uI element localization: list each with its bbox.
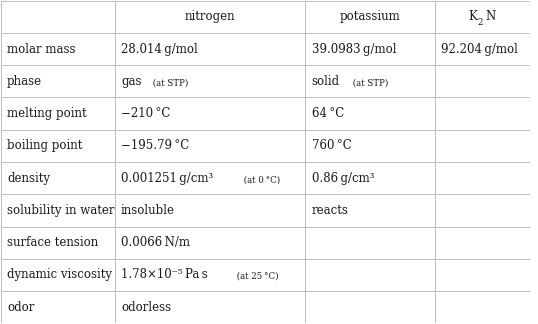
Text: 0.001251 g/cm³: 0.001251 g/cm³: [121, 172, 213, 185]
Text: 0.86 g/cm³: 0.86 g/cm³: [312, 172, 374, 185]
Text: reacts: reacts: [312, 204, 349, 217]
Text: 0.0066 N/m: 0.0066 N/m: [121, 236, 190, 249]
Text: 28.014 g/mol: 28.014 g/mol: [121, 42, 197, 56]
Text: K: K: [468, 10, 477, 23]
Text: 1.78×10⁻⁵ Pa s: 1.78×10⁻⁵ Pa s: [121, 268, 208, 282]
Text: (at 0 °C): (at 0 °C): [241, 175, 280, 184]
Text: 2: 2: [478, 18, 483, 27]
Text: molar mass: molar mass: [7, 42, 75, 56]
Text: (at STP): (at STP): [350, 78, 388, 87]
Text: density: density: [7, 172, 50, 185]
Text: surface tension: surface tension: [7, 236, 98, 249]
Text: 92.204 g/mol: 92.204 g/mol: [442, 42, 518, 56]
Text: −210 °C: −210 °C: [121, 107, 171, 120]
Text: −195.79 °C: −195.79 °C: [121, 139, 189, 152]
Text: solid: solid: [312, 75, 340, 88]
Text: odor: odor: [7, 301, 34, 314]
Text: melting point: melting point: [7, 107, 87, 120]
Text: potassium: potassium: [340, 10, 401, 23]
Text: nitrogen: nitrogen: [185, 10, 235, 23]
Text: dynamic viscosity: dynamic viscosity: [7, 268, 112, 282]
Text: gas: gas: [121, 75, 141, 88]
Text: odorless: odorless: [121, 301, 171, 314]
Text: 64 °C: 64 °C: [312, 107, 344, 120]
Text: 39.0983 g/mol: 39.0983 g/mol: [312, 42, 396, 56]
Text: (at STP): (at STP): [150, 78, 188, 87]
Text: 760 °C: 760 °C: [312, 139, 351, 152]
Text: solubility in water: solubility in water: [7, 204, 115, 217]
Text: insoluble: insoluble: [121, 204, 175, 217]
Text: boiling point: boiling point: [7, 139, 82, 152]
Text: phase: phase: [7, 75, 42, 88]
Text: N: N: [485, 10, 495, 23]
Text: (at 25 °C): (at 25 °C): [234, 272, 279, 281]
